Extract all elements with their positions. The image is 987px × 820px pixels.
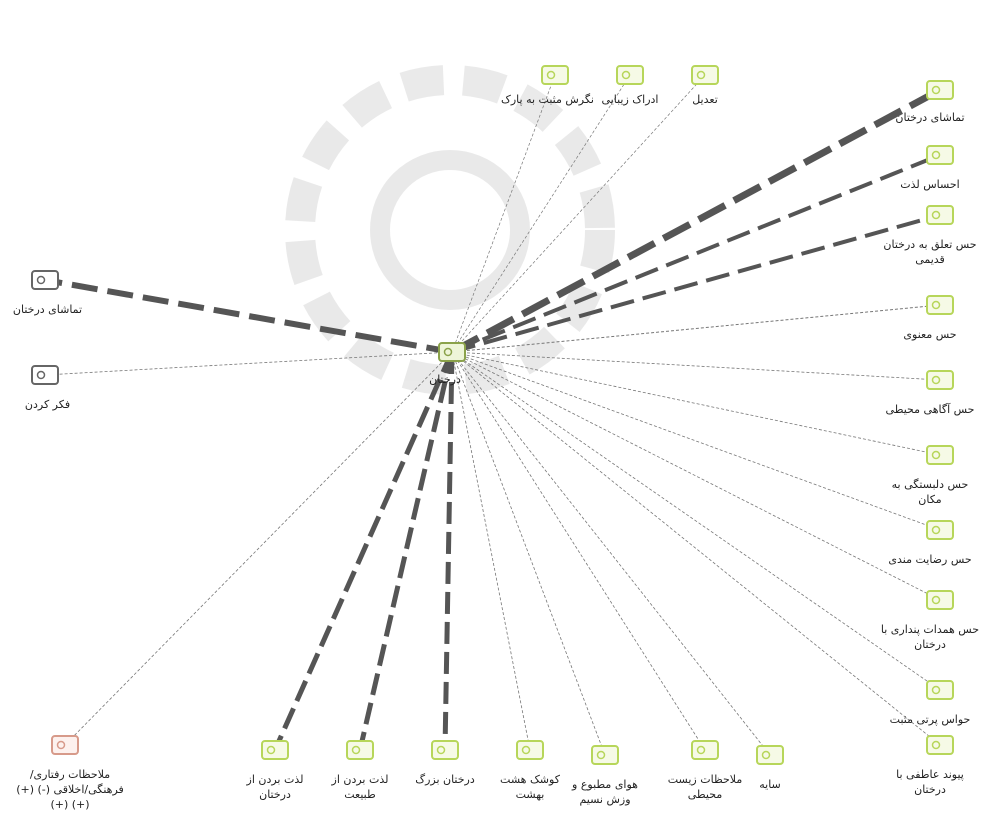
node-label: حس معنوی: [903, 328, 957, 341]
edge: [451, 351, 941, 746]
node-label: حس تعلق به درختان قدیمی: [883, 238, 977, 266]
node-icon-dot: [521, 745, 531, 755]
edge: [451, 351, 941, 691]
edge: [450, 86, 942, 356]
node-icon-dot: [36, 275, 46, 285]
node-icon-dot: [931, 450, 941, 460]
node-label: حس آگاهی محیطی: [885, 403, 975, 416]
node-icon-dot: [931, 685, 941, 695]
node-icon-dot: [36, 370, 46, 380]
node-icon-dot: [56, 740, 66, 750]
edge: [451, 351, 606, 756]
node-label: نگرش مثبت به پارک: [501, 93, 594, 106]
node-label: پیوند عاطفی با درختان: [896, 768, 964, 796]
edge: [451, 351, 941, 381]
node-icon-dot: [931, 740, 941, 750]
edge: [357, 351, 455, 751]
node-label: کوشک هشت بهشت: [500, 773, 560, 801]
edge: [64, 351, 453, 746]
node-icon-dot: [436, 745, 446, 755]
edge: [451, 351, 941, 531]
node-label: حس دلبستگی به مکان: [891, 478, 969, 506]
edge: [451, 351, 706, 751]
node-icon-dot: [931, 85, 941, 95]
edge: [451, 351, 771, 756]
node-icon-dot: [931, 595, 941, 605]
node-icon-dot: [596, 750, 606, 760]
node-label: فکر کردن: [24, 398, 71, 411]
node-icon-dot: [266, 745, 276, 755]
center-label: درختان: [429, 373, 461, 386]
node-label: تماشای درختان: [895, 111, 965, 124]
node-label: حس رضایت مندی: [888, 553, 972, 566]
edge: [272, 350, 455, 752]
node-label: حس همدات پنداری با درختان: [880, 623, 980, 651]
edge: [451, 351, 941, 456]
edge: [451, 351, 941, 601]
node-label: ملاحظات زیست محیطی: [667, 773, 743, 801]
edge: [44, 277, 453, 355]
watermark: [285, 65, 615, 395]
node-label: ادراک زیبایی: [601, 93, 659, 106]
node-label: درختان بزرگ: [415, 773, 475, 786]
edge: [451, 351, 531, 751]
node-label: حواس پرتی مثبت: [889, 713, 971, 726]
edge: [451, 74, 706, 353]
node-icon-dot: [351, 745, 361, 755]
node-icon-dot: [696, 745, 706, 755]
node-icon-dot: [621, 70, 631, 80]
node-icon-dot: [696, 70, 706, 80]
edge: [44, 351, 453, 376]
node-label: هوای مطبوع و وزش نسیم: [572, 778, 638, 806]
node-label: ملاحظات رفتاری/ فرهنگی/اخلاقی (-) (+) (+…: [16, 768, 124, 811]
edge: [451, 153, 941, 354]
node-label: تماشای درختان: [12, 303, 83, 316]
node-icon-dot: [443, 347, 453, 357]
node-icon-dot: [931, 525, 941, 535]
node-label: تعدیل: [692, 93, 718, 106]
node-label: لذت بردن از طبیعت: [331, 773, 389, 801]
node-icon-dot: [931, 210, 941, 220]
node-label: لذت بردن از درختان: [246, 773, 304, 801]
node-icon-dot: [931, 150, 941, 160]
edge: [442, 351, 455, 751]
node-icon-dot: [931, 375, 941, 385]
node-icon-dot: [931, 300, 941, 310]
edge: [451, 304, 941, 353]
node-label: احساس لذت: [900, 178, 960, 191]
node-icon-dot: [761, 750, 771, 760]
node-icon-dot: [546, 70, 556, 80]
edge: [451, 74, 556, 353]
node-label: سایه: [759, 778, 781, 791]
edge: [451, 213, 941, 354]
